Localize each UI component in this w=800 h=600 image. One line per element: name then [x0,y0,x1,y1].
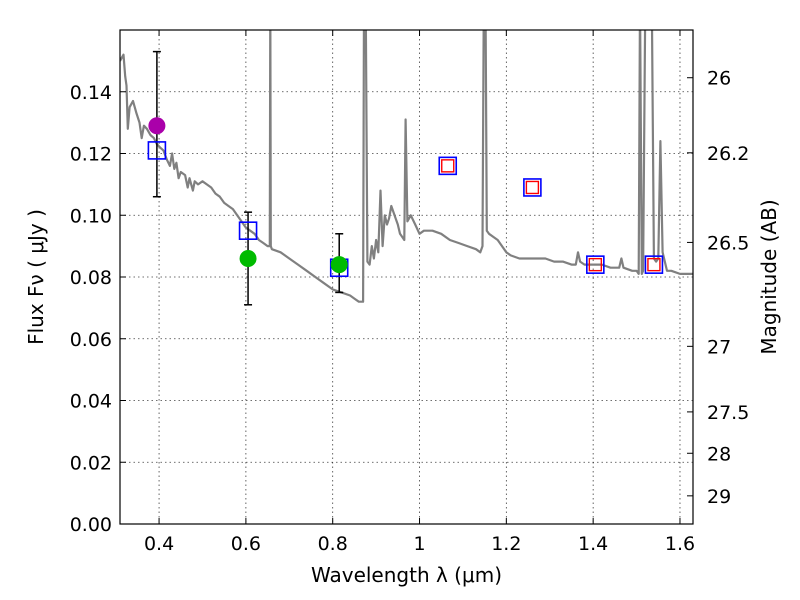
y-axis-label: Flux Fν ( μJy ) [24,209,48,345]
model-square-inner [588,257,603,272]
right-tick-label: 26 [707,68,731,90]
x-tick-label: 1.6 [665,533,695,555]
right-tick-label: 28 [707,443,731,465]
model-square [644,255,664,274]
right-tick-label: 26.2 [707,143,749,165]
spectrum-line [120,30,693,303]
model-square-inner [441,159,455,173]
right-tick-label: 27 [707,336,731,358]
x-tick-label: 0.6 [231,533,261,555]
y-tick-label: 0.14 [70,82,112,104]
y-tick-label: 0.00 [70,514,112,536]
photometry-point [239,249,257,267]
x-tick-label: 0.8 [318,533,348,555]
model-square [438,156,458,176]
y-tick-label: 0.12 [70,144,112,166]
x-tick-label: 1 [413,533,425,555]
model-square [586,255,605,274]
model-square [147,141,167,160]
y-tick-label: 0.06 [70,329,112,351]
model-square-inner [647,257,661,272]
y-tick-label: 0.08 [70,267,112,289]
x-tick-label: 0.4 [144,533,174,555]
model-square-inner [525,180,540,195]
model-square [523,178,542,197]
model-square [238,221,258,240]
right-tick-label: 27.5 [707,402,749,424]
x-tick-label: 1.2 [491,533,521,555]
grid [120,30,693,525]
y-tick-label: 0.02 [70,452,112,474]
photometry-point [330,256,348,274]
y-tick-label: 0.04 [70,391,112,413]
right-tick-label: 29 [707,486,731,508]
right-tick-label: 26.5 [707,232,749,254]
plot-area [120,30,693,306]
x-tick-label: 1.4 [578,533,608,555]
photometry-point [148,117,166,135]
x-axis-label: Wavelength λ (μm) [311,563,502,587]
ticks: 0.4 0.6 0.8 1 1.2 1.4 1.6 0.00 0.02 0.04 0.06 0.08 0… [70,30,749,555]
y-tick-label: 0.10 [70,205,112,227]
right-axis-label: Magnitude (AB) [757,199,781,354]
